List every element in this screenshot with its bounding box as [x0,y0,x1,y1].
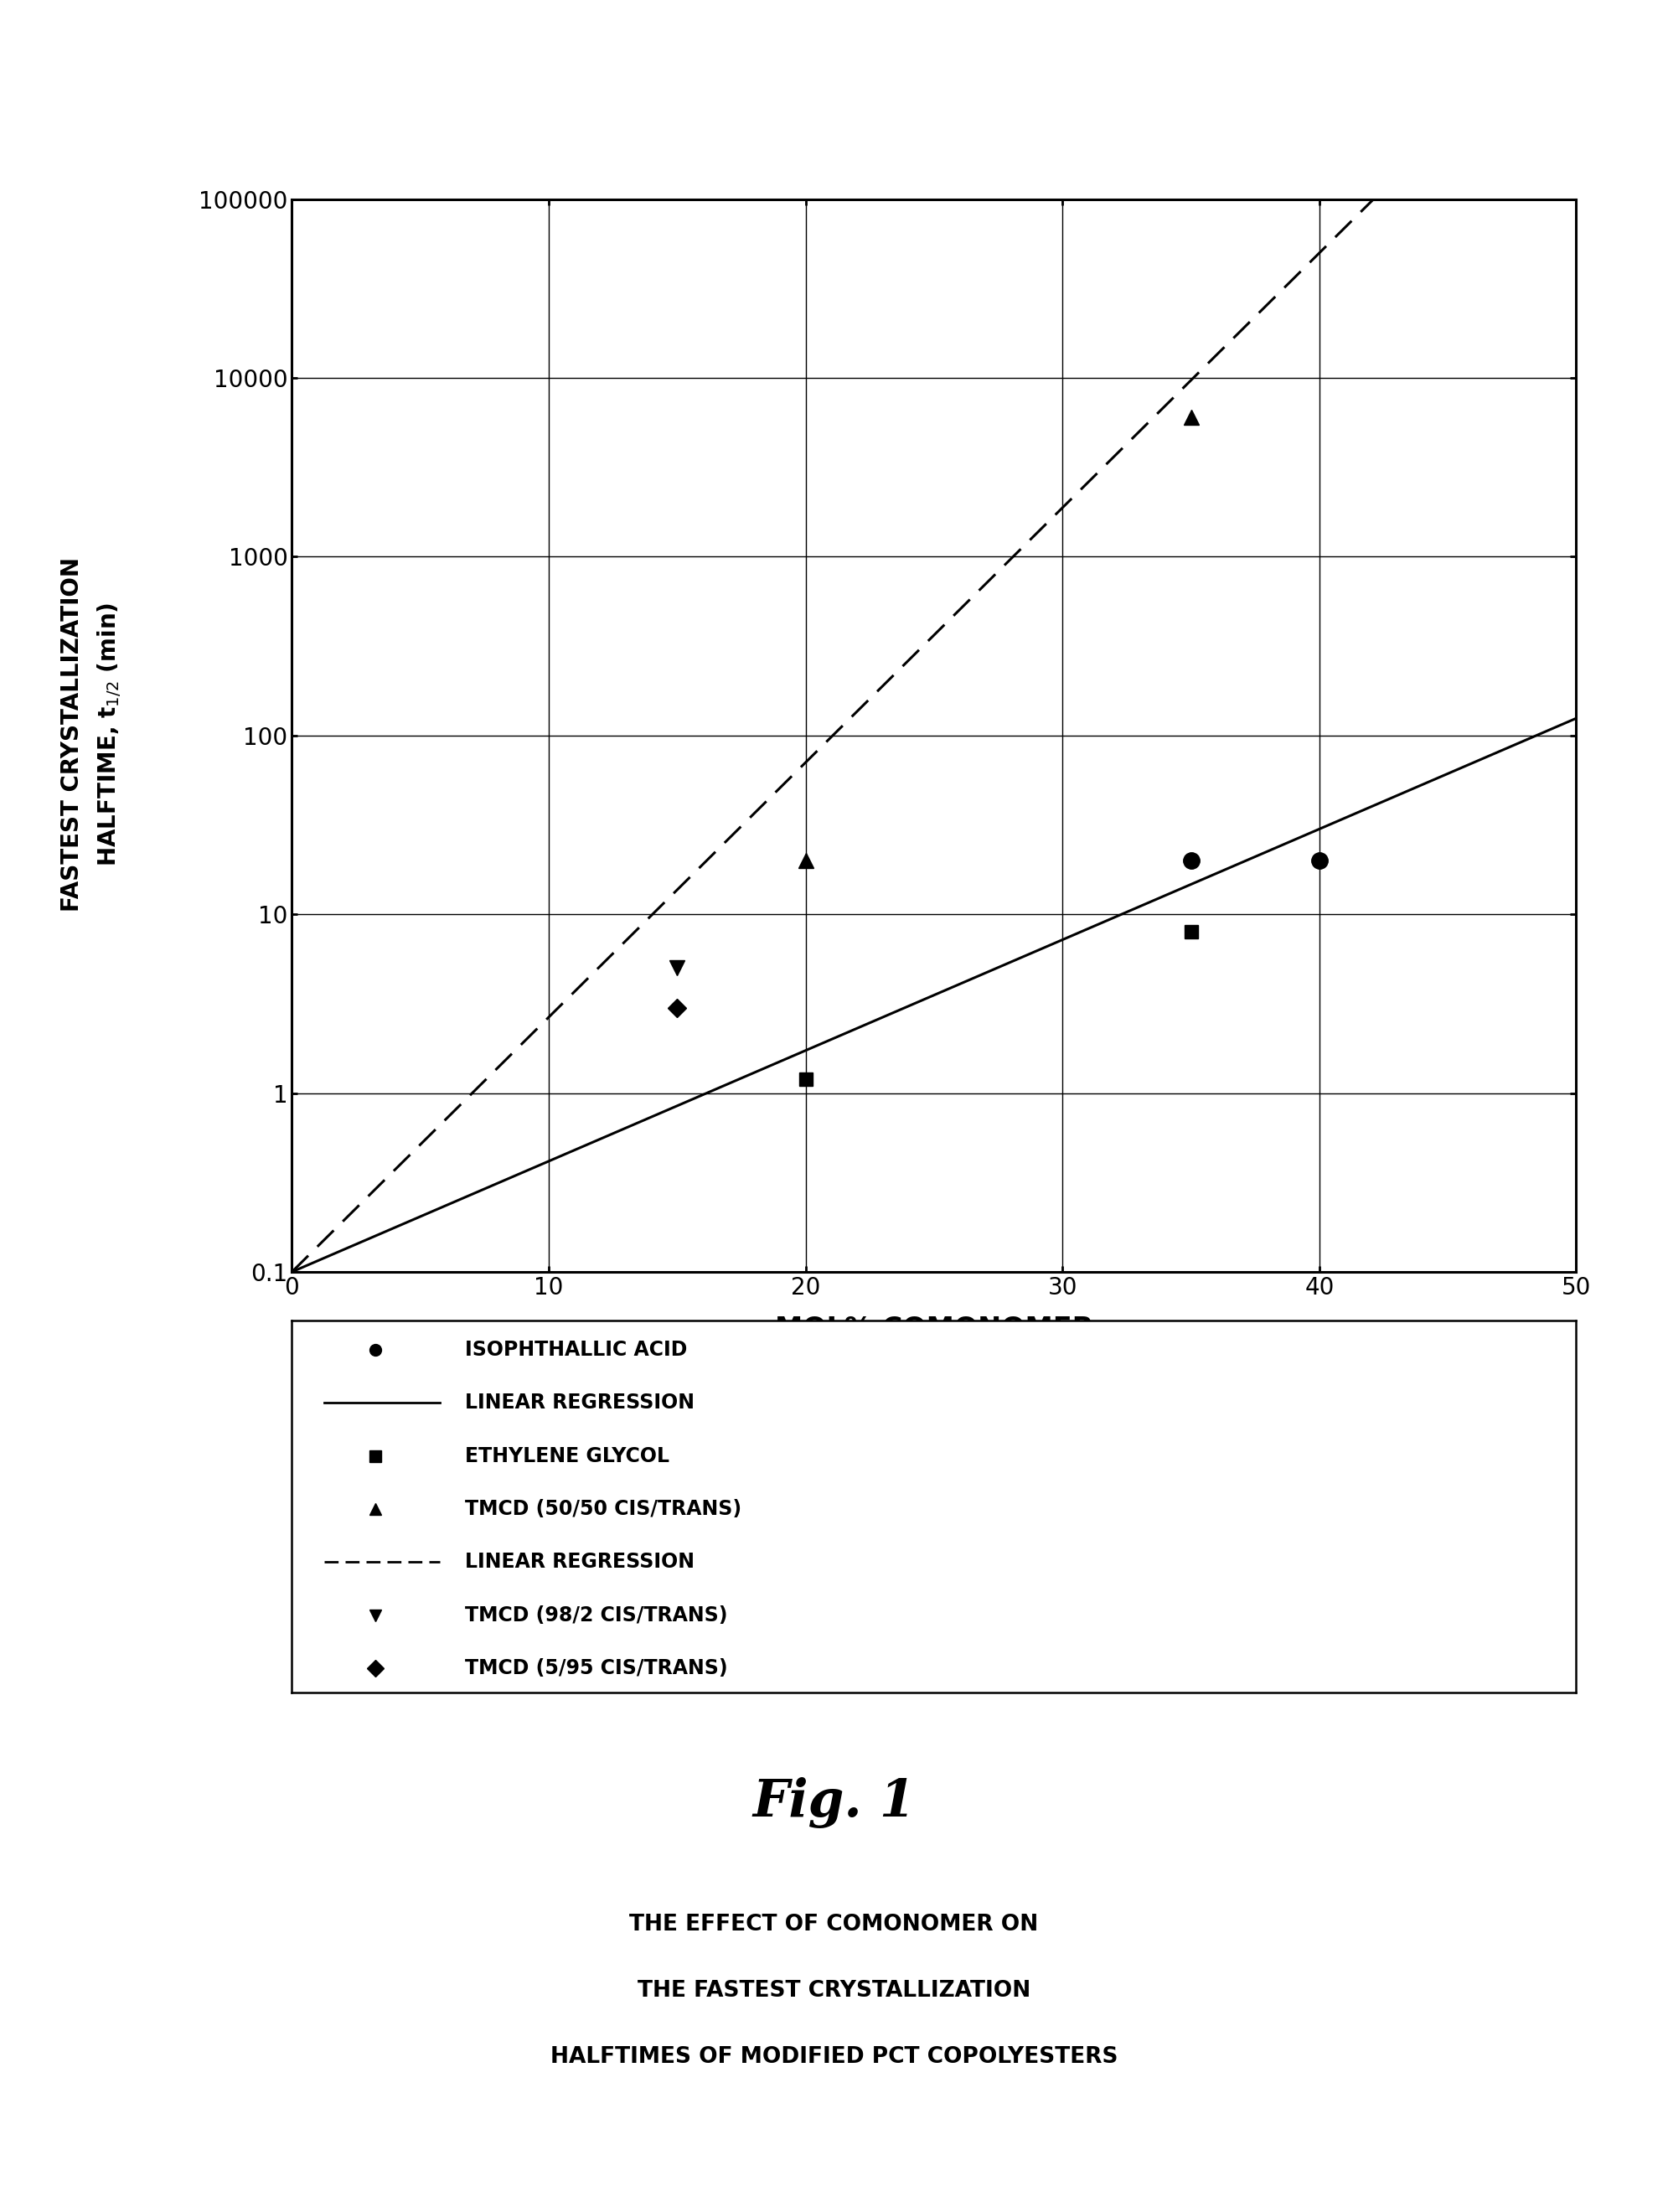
Text: Fig. 1: Fig. 1 [752,1776,916,1829]
Text: ETHYLENE GLYCOL: ETHYLENE GLYCOL [465,1447,671,1467]
Text: THE FASTEST CRYSTALLIZATION: THE FASTEST CRYSTALLIZATION [637,1980,1031,2002]
Text: THE EFFECT OF COMONOMER ON: THE EFFECT OF COMONOMER ON [629,1913,1039,1936]
Text: HALFTIMES OF MODIFIED PCT COPOLYESTERS: HALFTIMES OF MODIFIED PCT COPOLYESTERS [550,2046,1118,2068]
Text: ISOPHTHALLIC ACID: ISOPHTHALLIC ACID [465,1340,687,1360]
Text: LINEAR REGRESSION: LINEAR REGRESSION [465,1394,696,1413]
Text: TMCD (98/2 CIS/TRANS): TMCD (98/2 CIS/TRANS) [465,1606,727,1626]
Text: FASTEST CRYSTALLIZATION
HALFTIME, t$_{1/2}$ (min): FASTEST CRYSTALLIZATION HALFTIME, t$_{1/… [60,557,123,911]
X-axis label: MOL% COMONOMER: MOL% COMONOMER [774,1316,1094,1343]
Text: LINEAR REGRESSION: LINEAR REGRESSION [465,1553,696,1573]
Text: TMCD (5/95 CIS/TRANS): TMCD (5/95 CIS/TRANS) [465,1659,727,1679]
Text: TMCD (50/50 CIS/TRANS): TMCD (50/50 CIS/TRANS) [465,1500,742,1520]
